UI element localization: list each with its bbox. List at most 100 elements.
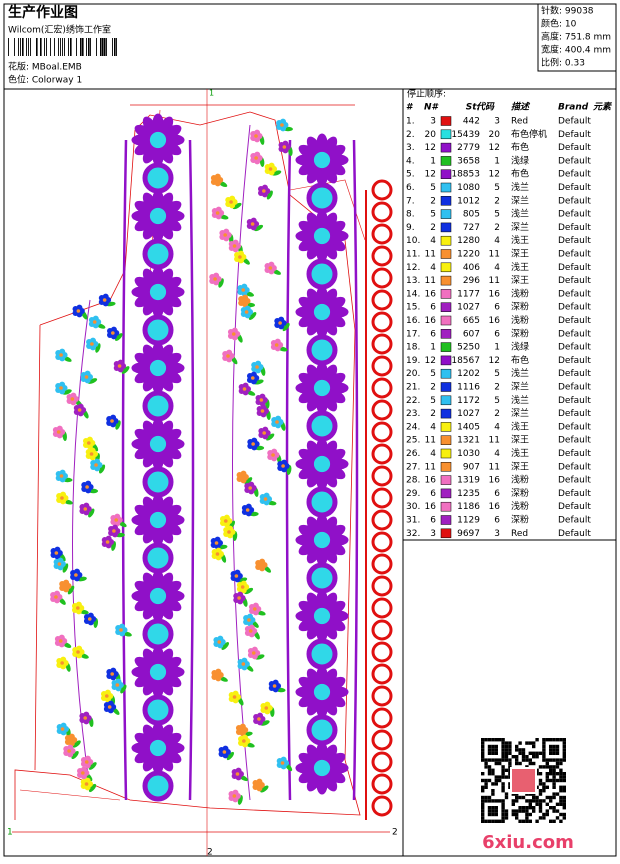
code: 16 (489, 316, 501, 326)
code: 6 (494, 329, 500, 339)
qr-module (562, 795, 566, 800)
ring (306, 182, 338, 214)
flower-center (76, 650, 80, 654)
qr-module (515, 816, 519, 820)
qr-module (487, 778, 492, 783)
stitches: 9697 (457, 529, 480, 539)
flower-center (274, 343, 279, 347)
row-index: 2. (406, 130, 415, 140)
petal (80, 766, 87, 773)
bar (70, 38, 72, 56)
code: 4 (494, 449, 500, 459)
flower-center (147, 205, 169, 227)
flower-center (234, 574, 239, 578)
row-index: 27. (406, 462, 420, 472)
stitches: 1116 (457, 383, 480, 393)
description: 深粉 (511, 301, 529, 313)
flower-center (223, 519, 228, 523)
flower-center (59, 386, 63, 390)
qr-module (562, 744, 566, 749)
qr-module (552, 765, 556, 769)
ring (142, 542, 174, 574)
qr-module (515, 748, 519, 752)
petal (114, 513, 121, 520)
needle: 5 (430, 369, 436, 379)
needle: 11 (425, 436, 436, 446)
code: 2 (494, 223, 500, 233)
qr-module (528, 802, 532, 806)
flower-center (147, 281, 169, 303)
qr-module (491, 744, 495, 749)
needle: 2 (430, 223, 436, 233)
qr-module (494, 761, 498, 766)
qr-module (481, 755, 485, 759)
leaf (98, 464, 106, 474)
stitches: 1080 (457, 183, 480, 193)
color-swatch (440, 475, 452, 485)
scallop (371, 773, 393, 795)
qr-module (481, 785, 485, 789)
qr-module (552, 795, 556, 800)
qr-module (508, 744, 512, 749)
petal (232, 789, 239, 796)
qr-module (484, 778, 488, 783)
color-swatch (440, 196, 452, 206)
qr-module (487, 738, 492, 742)
row-index: 23. (406, 409, 420, 419)
brand: Default (558, 263, 591, 273)
flower-center (54, 551, 59, 555)
petal (215, 206, 222, 213)
row-index: 3. (406, 143, 415, 153)
description: 布色停机 (511, 128, 547, 140)
qr-module (481, 741, 485, 745)
qr-module (518, 819, 522, 823)
brand: Default (558, 383, 591, 393)
qr-logo (510, 767, 537, 794)
qr-module (484, 782, 488, 786)
flower-center (311, 377, 333, 399)
column-header: 描述 (511, 102, 531, 113)
flower-center (104, 694, 109, 698)
petal (272, 679, 279, 686)
stitches: 1235 (457, 489, 480, 499)
flower-center (242, 299, 246, 303)
petal (104, 689, 111, 696)
description: 浅粉 (511, 287, 529, 299)
leaf (71, 750, 79, 760)
qr-module (545, 738, 549, 742)
qr-module (528, 758, 532, 762)
color-swatch (440, 462, 452, 472)
qr-module (481, 778, 485, 783)
brand: Default (558, 117, 591, 127)
flower-center (75, 606, 80, 610)
leaf (88, 783, 97, 793)
qr-module (532, 799, 536, 803)
row-index: 15. (406, 303, 420, 313)
qr-module (545, 778, 549, 783)
code: 2 (494, 383, 500, 393)
qr-module (562, 751, 566, 755)
qr-module (501, 775, 505, 779)
qr-module (532, 806, 536, 810)
qr-module (481, 816, 485, 820)
flower-center (217, 640, 222, 644)
qr-module (498, 778, 502, 783)
scallop (371, 553, 393, 575)
petal (213, 272, 220, 279)
petal (245, 503, 252, 510)
code: 12 (489, 356, 500, 366)
flower-center (223, 233, 227, 237)
bar (100, 38, 102, 56)
bar (96, 38, 97, 56)
petal (217, 635, 224, 642)
qr-module (504, 751, 509, 755)
qr-module (559, 775, 563, 779)
petal (87, 612, 94, 619)
qr-module (552, 738, 556, 742)
qr-module (555, 738, 560, 742)
qr-module (542, 755, 546, 759)
stat: 针数: 99038 (541, 5, 594, 17)
leaf (266, 433, 275, 441)
description: Red (511, 529, 528, 539)
qr-module (487, 751, 492, 755)
